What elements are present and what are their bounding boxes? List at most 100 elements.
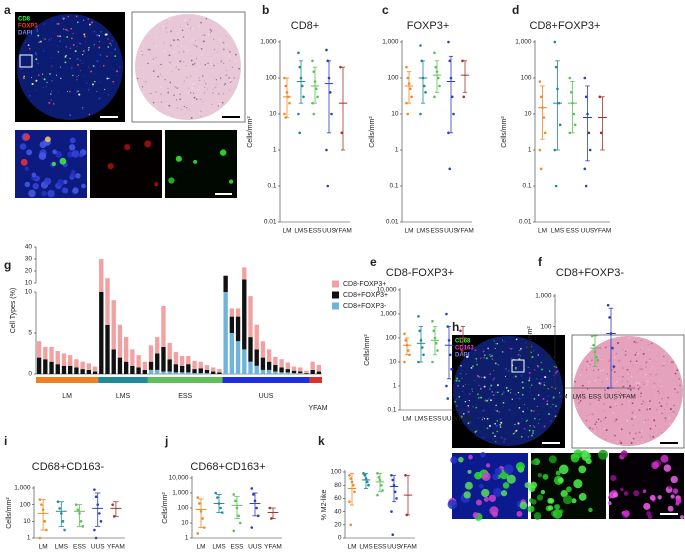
cell [474,471,482,480]
cell [28,47,31,50]
cell [142,91,145,94]
cell [472,512,479,519]
cell [218,88,220,90]
cell [594,423,597,425]
cell [632,437,635,440]
cell [225,35,227,37]
cell [180,26,182,28]
cell [608,360,610,363]
cell [509,392,512,394]
cell [520,374,523,377]
category-label: LM [62,393,72,400]
data-point [98,512,101,515]
cell [494,435,496,438]
cell [520,347,522,350]
data-point [554,65,558,69]
cell [630,441,633,444]
bar-segment [167,342,172,360]
cell [497,364,499,366]
bar-segment [99,259,104,292]
cell [147,62,149,65]
data-point [250,487,254,490]
cell [582,393,584,395]
cell [238,67,240,70]
data-point [539,167,543,171]
cell [37,34,40,37]
bar-segment [229,333,235,374]
cell [56,35,59,38]
cell [669,423,672,425]
bar-segment [167,371,172,374]
data-point [216,496,219,499]
data-point [340,131,344,135]
cell [38,41,41,44]
cell [66,36,69,38]
zoom-tile [15,130,87,198]
cell [537,414,539,415]
y-tick-label: 20 [334,522,342,529]
cell [591,378,593,379]
data-point [61,520,65,523]
cell [466,411,469,413]
data-point [448,353,452,357]
cell [112,80,115,83]
bar-segment [105,278,110,325]
data-point [538,80,542,83]
y-tick-label: 10 [25,280,33,287]
cell [602,403,605,405]
cell [229,51,231,53]
panel-letter: g [4,258,11,272]
cell [508,347,510,349]
cell [59,40,61,42]
x-tick-label: ESS [230,544,244,551]
cell [637,442,639,444]
cell [515,369,517,371]
cell [591,359,593,362]
cell [491,391,493,393]
cell [587,364,589,367]
data-point [595,356,598,359]
cell [658,401,661,404]
cell [536,405,538,407]
cell [225,66,226,68]
cell [642,400,644,403]
cell [489,354,491,356]
bar-segment [43,346,48,360]
cell [660,454,669,463]
cell [614,398,616,400]
data-point [406,112,410,116]
cell [522,410,525,413]
cell [178,52,180,54]
cell [203,86,206,89]
cell [28,189,36,198]
y-tick-label: 1,000 [260,39,277,46]
data-point [376,472,379,475]
data-point [448,167,452,171]
cell [646,380,649,383]
cell [553,365,555,368]
cell [182,61,185,63]
cell [624,350,627,353]
bar-segment [117,357,123,374]
cell [674,372,677,375]
data-point [587,131,591,135]
cell [222,48,225,51]
cell [185,47,187,49]
cell [203,34,206,37]
cell [193,159,198,164]
data-point [553,40,557,44]
data-point [459,329,462,333]
y-tick-label: 1 [528,147,532,154]
cell [29,35,31,37]
cell [493,340,495,342]
cell [579,400,582,402]
bar-segment [198,368,203,374]
cell [542,473,549,480]
cell [548,455,557,464]
cell [673,388,676,390]
zoom-tile [607,450,685,520]
cell [676,369,679,372]
cell [643,502,651,510]
cell [488,494,497,502]
cell [523,427,526,430]
